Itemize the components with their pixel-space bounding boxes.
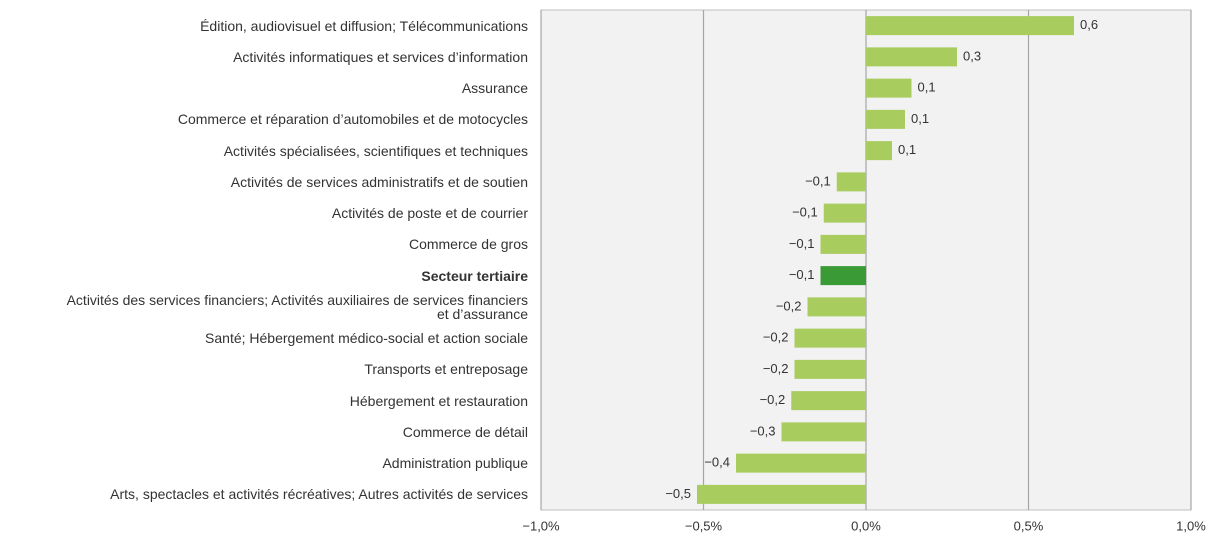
x-tick-label: 0,0% — [851, 518, 881, 533]
bar — [866, 78, 912, 98]
bar — [820, 266, 866, 286]
bar — [866, 47, 957, 67]
value-label: 0,1 — [898, 142, 916, 157]
category-label: Activités de services administratifs et … — [230, 173, 528, 190]
category-label: Commerce de détail — [402, 423, 528, 440]
x-tick-label: −1,0% — [522, 518, 560, 533]
category-label: Activités informatiques et services d’in… — [233, 48, 528, 65]
category-label: Édition, audiovisuel et diffusion; Téléc… — [200, 17, 528, 34]
value-label: −0,1 — [792, 205, 818, 220]
x-tick-label: −0,5% — [685, 518, 723, 533]
bar — [866, 109, 905, 129]
category-label: Secteur tertiaire — [421, 267, 528, 284]
x-tick-label: 0,5% — [1014, 518, 1044, 533]
value-label: 0,6 — [1080, 17, 1098, 32]
category-label: Commerce et réparation d’automobiles et … — [177, 111, 528, 128]
category-label: Santé; Hébergement médico-social et acti… — [205, 330, 528, 347]
bar — [836, 172, 866, 192]
bar — [794, 328, 866, 348]
category-label: Activités des services financiers; Activ… — [66, 291, 528, 322]
category-label: Activités spécialisées, scientifiques et… — [223, 142, 528, 159]
value-label: 0,1 — [911, 111, 929, 126]
value-label: −0,4 — [704, 455, 730, 470]
value-label: −0,2 — [763, 361, 789, 376]
bar — [791, 391, 866, 411]
bar — [866, 16, 1074, 36]
value-label: −0,1 — [789, 236, 815, 251]
category-label: Assurance — [461, 80, 528, 97]
value-label: −0,2 — [763, 330, 789, 345]
value-label: −0,1 — [789, 267, 815, 282]
bar — [781, 422, 866, 442]
bar — [866, 141, 892, 161]
category-label: Hébergement et restauration — [349, 392, 528, 409]
bar — [736, 453, 866, 473]
value-label: −0,1 — [805, 173, 831, 188]
value-label: −0,3 — [750, 423, 776, 438]
bar — [823, 203, 866, 223]
bar — [697, 484, 866, 504]
value-label: −0,5 — [665, 486, 691, 501]
bar — [820, 234, 866, 254]
value-label: −0,2 — [760, 392, 786, 407]
value-label: 0,3 — [963, 48, 981, 63]
category-label: Administration publique — [382, 455, 528, 472]
category-label: Commerce de gros — [408, 236, 528, 253]
x-tick-label: 1,0% — [1176, 518, 1206, 533]
category-label: Arts, spectacles et activités récréative… — [110, 486, 528, 503]
category-label: Transports et entreposage — [364, 361, 528, 378]
value-label: −0,2 — [776, 298, 802, 313]
bar — [807, 297, 866, 317]
value-label: 0,1 — [918, 80, 936, 95]
bar — [794, 359, 866, 379]
category-label: Activités de poste et de courrier — [331, 205, 528, 222]
